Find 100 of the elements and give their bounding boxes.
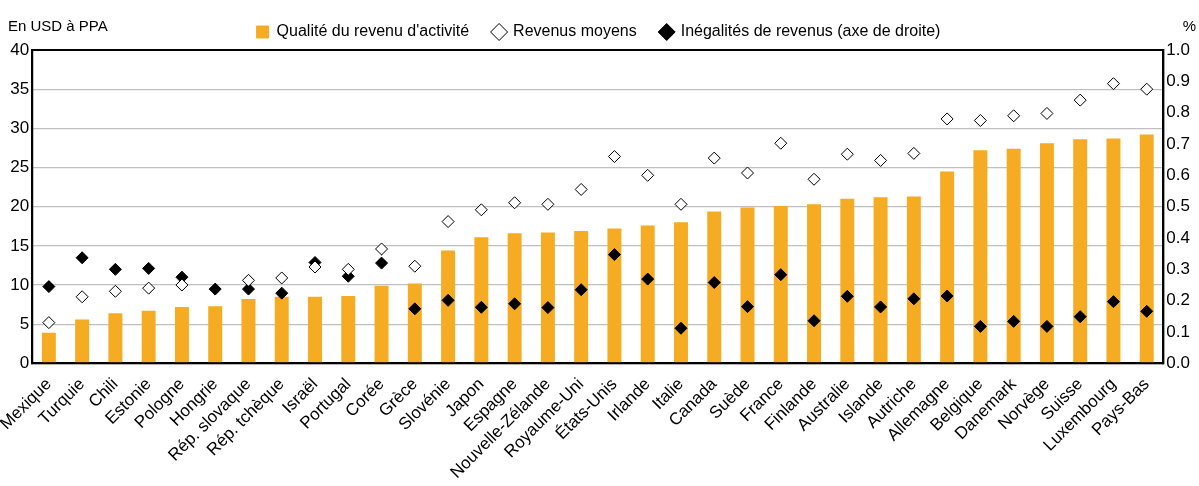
point (42, 280, 56, 294)
bar (174, 306, 189, 363)
point (807, 314, 821, 328)
y2-axis-title: % (1182, 16, 1197, 34)
point (241, 273, 255, 287)
bar (906, 196, 921, 363)
y-tick-label: 10 (10, 274, 30, 294)
bar (374, 285, 389, 363)
y2-tick-label: 0.7 (1166, 133, 1191, 153)
point (1073, 310, 1087, 324)
point (807, 172, 821, 186)
point (907, 292, 921, 306)
point (707, 276, 721, 290)
y-tick-label: 20 (10, 196, 30, 216)
point (674, 197, 688, 211)
point (108, 284, 122, 298)
point (508, 196, 522, 210)
point (1106, 77, 1120, 91)
bar (208, 306, 223, 363)
y2-tick-label: 0.4 (1166, 227, 1191, 247)
point (375, 256, 389, 270)
y-tick-label: 40 (10, 39, 30, 59)
point (1007, 109, 1021, 123)
legend-label: Revenus moyens (513, 22, 637, 40)
point (741, 300, 755, 314)
point (1140, 304, 1154, 318)
bar (940, 171, 955, 363)
bar (108, 313, 123, 363)
bar (840, 198, 855, 363)
point (441, 293, 455, 307)
y-tick-label: 30 (10, 118, 30, 138)
bar (441, 250, 456, 363)
point (275, 286, 289, 300)
point (641, 272, 655, 286)
point (973, 114, 987, 128)
bar (141, 310, 156, 363)
bar (640, 225, 655, 363)
point (1040, 319, 1054, 333)
y2-tick-label: 0.2 (1166, 290, 1191, 310)
point (474, 300, 488, 314)
y2-tick-label: 0.8 (1166, 102, 1191, 122)
point (308, 260, 322, 274)
point (75, 290, 89, 304)
point (441, 215, 455, 229)
y2-tick-label: 0.3 (1166, 259, 1191, 279)
y-tick-label: 15 (10, 235, 30, 255)
point (1106, 295, 1120, 309)
point (874, 153, 888, 167)
point (42, 316, 56, 330)
y-tick-label: 25 (10, 157, 30, 177)
point (341, 262, 355, 276)
point (275, 271, 289, 285)
bar (1006, 148, 1021, 363)
bar (274, 296, 289, 363)
y2-tick-label: 1.0 (1166, 39, 1191, 59)
point (940, 289, 954, 303)
legend-label: Qualité du revenu d'activité (276, 22, 470, 40)
point (874, 300, 888, 314)
point (840, 147, 854, 161)
bar (973, 150, 988, 363)
bar (574, 230, 589, 363)
point (541, 301, 555, 315)
point (607, 248, 621, 262)
point (674, 321, 688, 335)
bar (540, 232, 555, 363)
bar (1073, 139, 1088, 363)
bar (773, 205, 788, 363)
point (208, 282, 222, 296)
bar (673, 222, 688, 363)
point (607, 150, 621, 164)
legend-label: Inégalités de revenus (axe de droite) (680, 22, 941, 40)
point (175, 278, 189, 292)
bar (807, 204, 822, 363)
point (574, 182, 588, 196)
point (1007, 314, 1021, 328)
y2-tick-label: 0.5 (1166, 196, 1191, 216)
bar (1106, 138, 1121, 363)
point (774, 268, 788, 282)
point (1073, 93, 1087, 107)
point (408, 302, 422, 316)
bar (740, 207, 755, 363)
bar (1139, 134, 1154, 363)
bar (407, 283, 422, 363)
point (1140, 82, 1154, 96)
bar (707, 211, 722, 363)
bar (873, 197, 888, 363)
point (973, 319, 987, 333)
point (1040, 106, 1054, 120)
point (940, 112, 954, 126)
point (108, 262, 122, 276)
point (907, 146, 921, 160)
y-axis-title: En USD à PPA (8, 16, 108, 34)
point (142, 261, 156, 275)
point (474, 203, 488, 217)
point (574, 283, 588, 297)
bar (75, 319, 90, 363)
y2-tick-label: 0.6 (1166, 165, 1191, 185)
bar (474, 237, 489, 363)
point (741, 166, 755, 180)
y2-tick-label: 0.1 (1166, 321, 1191, 341)
